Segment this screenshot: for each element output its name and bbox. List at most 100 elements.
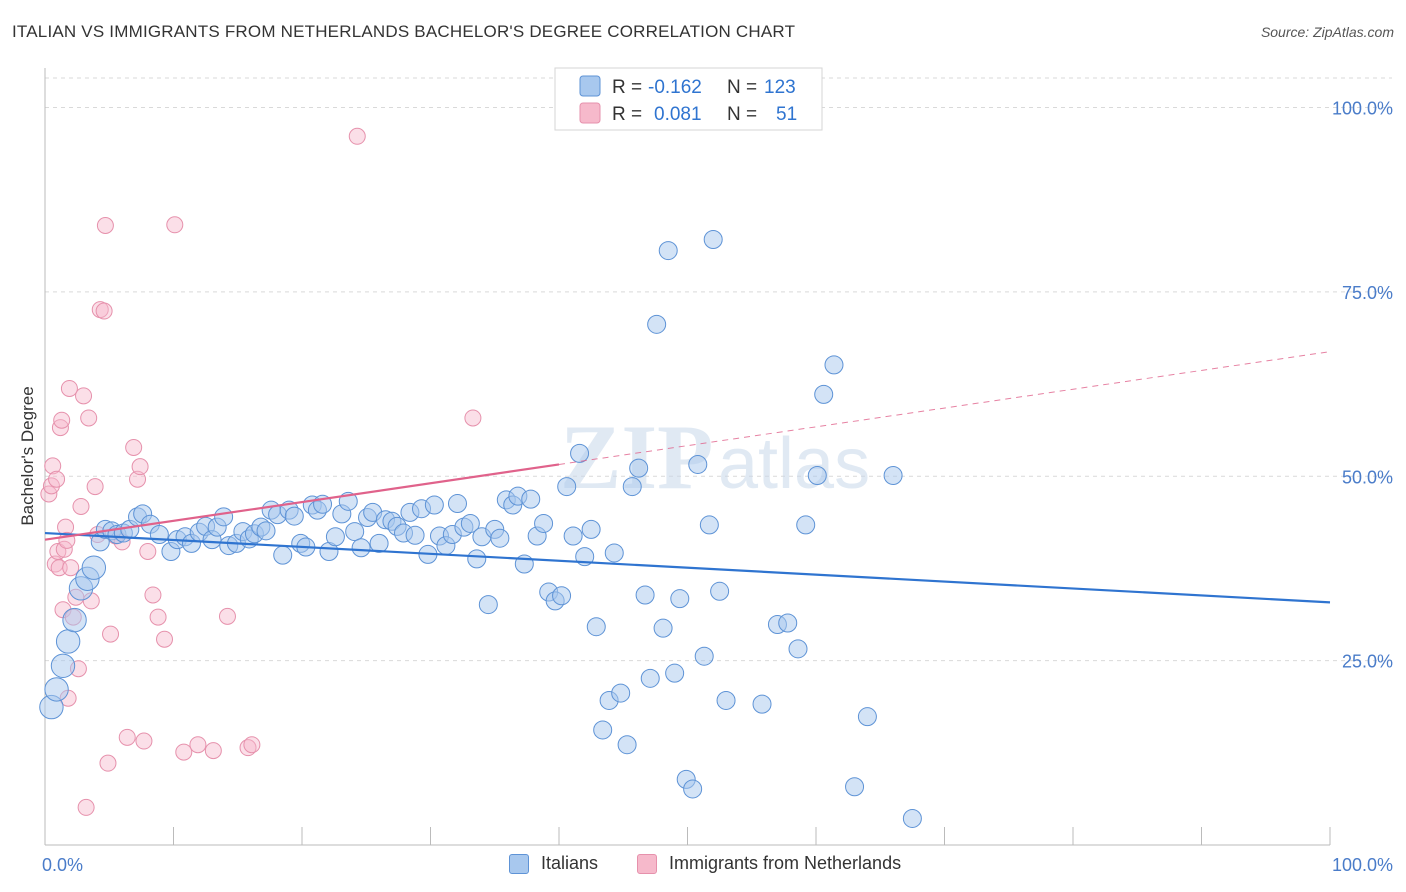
data-point-italians — [351, 538, 371, 558]
data-point-italians — [273, 545, 293, 565]
data-point-italians — [635, 585, 655, 605]
data-point-italians — [467, 549, 487, 569]
data-point-italians — [534, 513, 554, 533]
data-point-netherlands — [131, 458, 149, 476]
data-point-italians — [256, 521, 276, 541]
data-point-italians — [55, 629, 81, 654]
data-point-netherlands — [48, 470, 66, 488]
data-point-netherlands — [149, 608, 167, 626]
data-point-italians — [647, 314, 667, 334]
data-point-italians — [807, 466, 827, 486]
data-point-netherlands — [125, 438, 143, 456]
data-point-italians — [845, 777, 865, 797]
data-point-italians — [857, 707, 877, 727]
y-tick-label: 100.0% — [1332, 99, 1393, 119]
data-point-italians — [796, 515, 816, 535]
data-point-italians — [622, 477, 642, 497]
legend-swatch-netherlands — [637, 853, 657, 874]
legend-item-netherlands: Immigrants from Netherlands — [637, 853, 901, 874]
data-point-italians — [563, 526, 583, 546]
data-point-netherlands — [86, 478, 104, 496]
data-point-italians — [424, 495, 444, 515]
tick-labels: 25.0% 50.0% 75.0% 100.0% 0.0% 100.0% — [42, 99, 1393, 876]
data-point-italians — [694, 646, 714, 666]
data-point-netherlands — [204, 742, 222, 760]
legend-n-label-2: N = — [727, 104, 757, 125]
data-point-netherlands — [75, 387, 93, 405]
legend-n-value-1: 123 — [764, 77, 796, 98]
data-point-italians — [325, 527, 345, 547]
data-point-netherlands — [62, 559, 80, 577]
data-point-italians — [902, 808, 922, 828]
data-point-italians — [699, 515, 719, 535]
data-point-italians — [752, 694, 772, 714]
legend-r-label-1: R = — [612, 77, 642, 98]
data-point-italians — [814, 384, 834, 404]
data-point-italians — [490, 528, 510, 548]
data-point-netherlands — [156, 630, 174, 648]
data-point-netherlands — [139, 542, 157, 560]
legend-r-label-2: R = — [612, 104, 642, 125]
legend-n-label-1: N = — [727, 77, 757, 98]
data-point-italians — [658, 241, 678, 261]
trend-line-italians — [44, 531, 1331, 604]
data-point-italians — [617, 735, 637, 755]
data-point-italians — [593, 720, 613, 740]
data-point-italians — [604, 543, 624, 563]
data-point-italians — [44, 677, 69, 702]
legend-r-value-2: 0.081 — [654, 104, 702, 125]
source-label: Source: ZipAtlas.com — [1260, 24, 1394, 40]
data-point-italians — [460, 513, 480, 533]
y-axis-label: Bachelor's Degree — [18, 386, 37, 525]
data-point-netherlands — [166, 216, 184, 234]
data-point-netherlands — [129, 470, 147, 488]
legend-label-italians: Italians — [541, 853, 599, 873]
data-point-italians — [653, 618, 673, 638]
legend-swatch-italians — [509, 853, 529, 874]
bottom-legend: Italians Immigrants from Netherlands — [0, 853, 1406, 877]
data-point-netherlands — [96, 217, 114, 234]
data-point-netherlands — [99, 754, 117, 772]
y-tick-label: 25.0% — [1342, 652, 1393, 672]
data-point-italians — [883, 466, 903, 486]
data-point-italians — [788, 639, 808, 659]
y-tick-label: 75.0% — [1342, 283, 1393, 303]
data-point-italians — [214, 507, 234, 527]
data-point-italians — [447, 494, 467, 514]
data-point-italians — [284, 506, 304, 526]
data-point-italians — [557, 477, 577, 497]
legend-swatch-pink — [579, 102, 601, 124]
data-point-italians — [581, 519, 601, 539]
data-point-netherlands — [72, 497, 90, 515]
data-point-italians — [521, 489, 541, 509]
legend-swatch-blue — [579, 75, 601, 97]
legend-r-value-1: -0.162 — [648, 77, 702, 98]
data-point-netherlands — [102, 625, 120, 643]
data-point-netherlands — [118, 728, 136, 746]
data-point-netherlands — [44, 457, 62, 475]
data-point-netherlands — [175, 743, 193, 761]
data-point-netherlands — [60, 379, 78, 397]
data-point-italians — [586, 617, 606, 637]
data-point-netherlands — [51, 419, 69, 437]
data-point-italians — [824, 355, 844, 375]
data-point-italians — [149, 525, 169, 545]
data-point-netherlands — [189, 736, 207, 754]
legend-label-netherlands: Immigrants from Netherlands — [669, 853, 902, 873]
data-point-italians — [716, 690, 736, 710]
data-point-italians — [683, 779, 703, 799]
trend-line-netherlands-extension — [558, 351, 1331, 465]
data-point-italians — [778, 613, 798, 633]
legend-n-value-2: 51 — [776, 104, 797, 125]
x-tick-label-min: 0.0% — [42, 855, 83, 875]
data-point-italians — [611, 683, 631, 703]
trend-line-netherlands — [44, 463, 560, 541]
data-point-italians — [670, 589, 690, 609]
trend-lines — [44, 351, 1331, 604]
y-tick-label: 50.0% — [1342, 467, 1393, 487]
data-point-netherlands — [464, 409, 482, 427]
data-point-italians — [629, 458, 649, 478]
data-point-italians — [405, 525, 425, 545]
data-point-italians — [478, 595, 498, 615]
